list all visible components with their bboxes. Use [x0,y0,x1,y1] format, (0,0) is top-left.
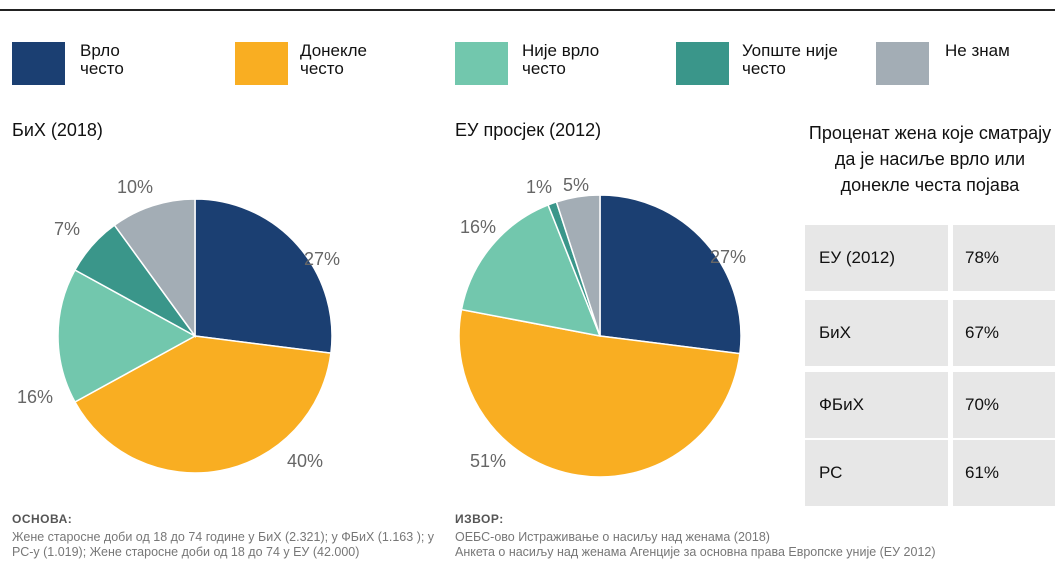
source-line: Анкета о насиљу над женама Агенције за о… [455,545,936,559]
pie-slice [460,203,602,337]
pie-slice [458,308,741,478]
table-cell: РС [805,440,948,506]
pie-title: ЕУ просјек (2012) [455,120,602,140]
table-row: ФБиХ 70% [805,372,1055,438]
source-line: ОЕБС-ово Истраживање о насиљу над женама… [455,530,770,544]
basis-text: Жене старосне доби од 18 до 74 године у … [12,530,435,559]
legend-label: Уопште није често [742,41,838,78]
legend-swatch [455,42,508,85]
source-lines: ОЕБС-ово Истраживање о насиљу над женама… [455,530,1055,560]
slice-label: 7% [54,219,80,239]
table-cell: ЕУ (2012) [805,225,948,291]
legend-swatch [676,42,729,85]
pie-slice [194,198,333,355]
pie-slice [57,268,197,404]
legend-swatch [876,42,929,85]
source-title: ИЗВОР: [455,512,504,526]
table-cell: 67% [953,300,1055,366]
pie-slice [113,198,196,339]
legend-label: Није врло често [522,41,600,78]
table-row: РС 61% [805,440,1055,506]
slice-label: 51% [470,451,506,471]
table-row: ЕУ (2012) 78% [805,225,1055,291]
table-cell: 70% [953,372,1055,438]
legend-swatch [235,42,288,85]
table-title: Проценат жена које сматрају да је насиље… [808,123,1052,195]
pie-slice [599,194,742,355]
pie-slice [73,335,332,474]
slice-label: 16% [460,217,496,237]
table-row: БиХ 67% [805,300,1055,366]
slice-label: 40% [287,451,323,471]
pies: 27% 40% 16% 7% 10% 27% 51% 16% 1% 5% [17,175,746,478]
basis-title: ОСНОВА: [12,512,73,526]
slice-label: 1% [526,177,552,197]
pie-slice [555,194,601,337]
table-cell: 61% [953,440,1055,506]
legend-label: Не знам [945,41,1010,60]
slice-label: 27% [710,247,746,267]
legend-swatch [12,42,65,85]
table-cell: ФБиХ [805,372,948,438]
slice-label: 10% [117,177,153,197]
slice-label: 16% [17,387,53,407]
slice-label: 5% [563,175,589,195]
table-cell: БиХ [805,300,948,366]
pie-title: БиХ (2018) [12,120,103,140]
legend-label: Донекле често [300,41,368,78]
table-cell: 78% [953,225,1055,291]
legend-label: Врло често [80,41,124,78]
slice-label: 27% [304,249,340,269]
top-rule [0,9,1055,11]
